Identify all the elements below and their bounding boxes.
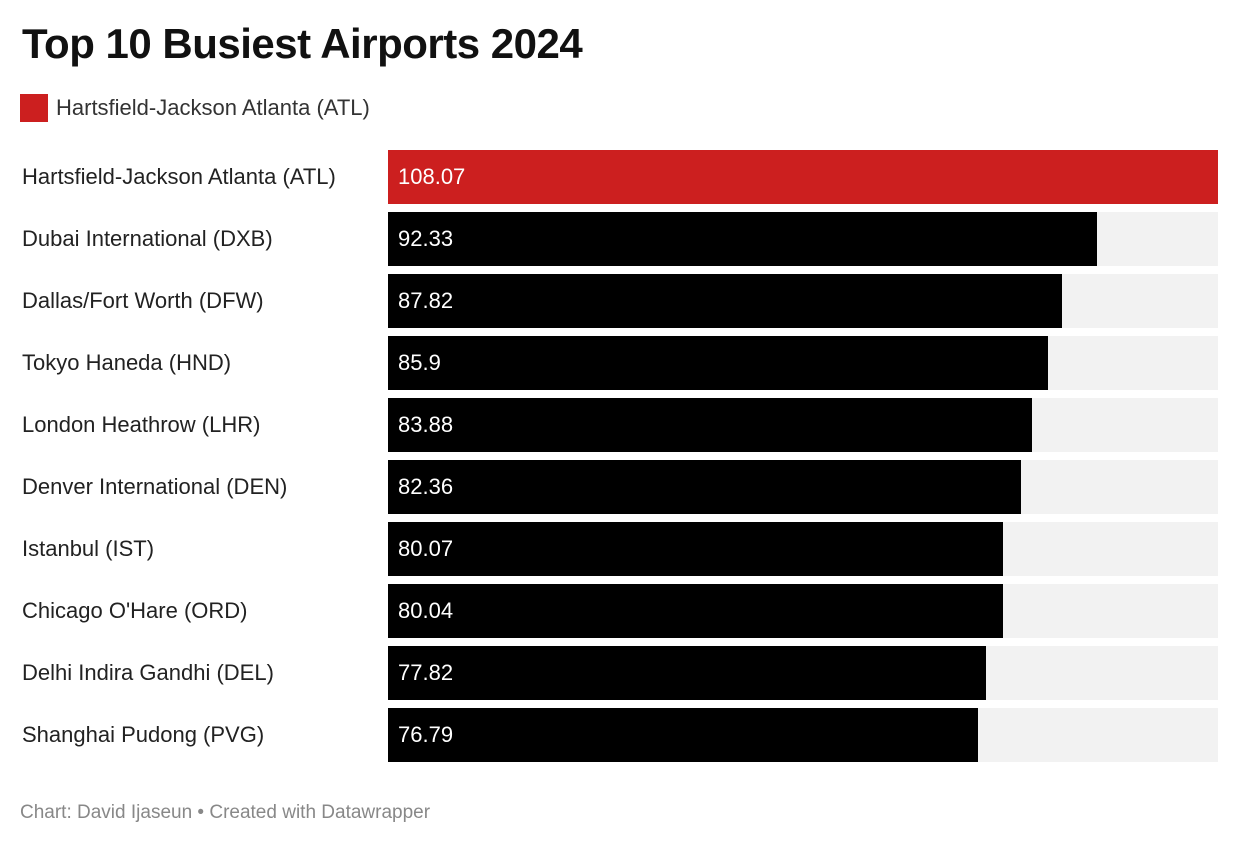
bar: 83.88 (388, 398, 1032, 452)
value-label: 76.79 (398, 722, 454, 747)
bar-row: Shanghai Pudong (PVG) 76.79 (0, 708, 1240, 762)
category-label: Hartsfield-Jackson Atlanta (ATL) (22, 164, 336, 189)
bar: 108.07 (388, 150, 1218, 204)
value-label: 77.82 (398, 660, 454, 685)
bar-row: London Heathrow (LHR) 83.88 (0, 398, 1240, 452)
bar-row: Tokyo Haneda (HND) 85.9 (0, 336, 1240, 390)
value-label: 80.04 (398, 598, 454, 623)
bar-track: 80.07 (388, 522, 1218, 576)
bar-row: Hartsfield-Jackson Atlanta (ATL) 108.07 (0, 150, 1240, 204)
bar: 85.9 (388, 336, 1048, 390)
value-label: 82.36 (398, 474, 454, 499)
bar: 92.33 (388, 212, 1097, 266)
bar-track: 77.82 (388, 646, 1218, 700)
bar-track: 80.04 (388, 584, 1218, 638)
bar-row: Dubai International (DXB) 92.33 (0, 212, 1240, 266)
bar-row: Chicago O'Hare (ORD) 80.04 (0, 584, 1240, 638)
bar: 80.04 (388, 584, 1003, 638)
bar: 76.79 (388, 708, 978, 762)
value-label: 108.07 (398, 164, 466, 189)
value-label: 83.88 (398, 412, 454, 437)
category-label: Shanghai Pudong (PVG) (22, 722, 265, 747)
category-label: Istanbul (IST) (22, 536, 155, 561)
category-label: Tokyo Haneda (HND) (22, 350, 232, 375)
chart-footer: Chart: David Ijaseun • Created with Data… (20, 802, 431, 823)
bar: 82.36 (388, 460, 1021, 514)
category-label: Delhi Indira Gandhi (DEL) (22, 660, 274, 685)
category-label: Dallas/Fort Worth (DFW) (22, 288, 264, 313)
bar-row: Denver International (DEN) 82.36 (0, 460, 1240, 514)
category-label: Chicago O'Hare (ORD) (22, 598, 248, 623)
bar: 87.82 (388, 274, 1062, 328)
bar-row: Dallas/Fort Worth (DFW) 87.82 (0, 274, 1240, 328)
value-label: 80.07 (398, 536, 454, 561)
category-label: Dubai International (DXB) (22, 226, 273, 251)
category-label: London Heathrow (LHR) (22, 412, 261, 437)
legend: Hartsfield-Jackson Atlanta (ATL) (20, 94, 370, 122)
bar-track: 82.36 (388, 460, 1218, 514)
bar-track: 76.79 (388, 708, 1218, 762)
legend-swatch (20, 94, 48, 122)
bar-row: Istanbul (IST) 80.07 (0, 522, 1240, 576)
value-label: 85.9 (398, 350, 441, 375)
bar-track: 85.9 (388, 336, 1218, 390)
bar-track: 108.07 (388, 150, 1218, 204)
bar-row: Delhi Indira Gandhi (DEL) 77.82 (0, 646, 1240, 700)
legend-label: Hartsfield-Jackson Atlanta (ATL) (56, 95, 370, 120)
category-label: Denver International (DEN) (22, 474, 288, 499)
bar: 80.07 (388, 522, 1003, 576)
chart-title: Top 10 Busiest Airports 2024 (22, 20, 583, 67)
bar-track: 92.33 (388, 212, 1218, 266)
bar: 77.82 (388, 646, 986, 700)
value-label: 92.33 (398, 226, 454, 251)
bar-track: 87.82 (388, 274, 1218, 328)
bar-track: 83.88 (388, 398, 1218, 452)
value-label: 87.82 (398, 288, 454, 313)
